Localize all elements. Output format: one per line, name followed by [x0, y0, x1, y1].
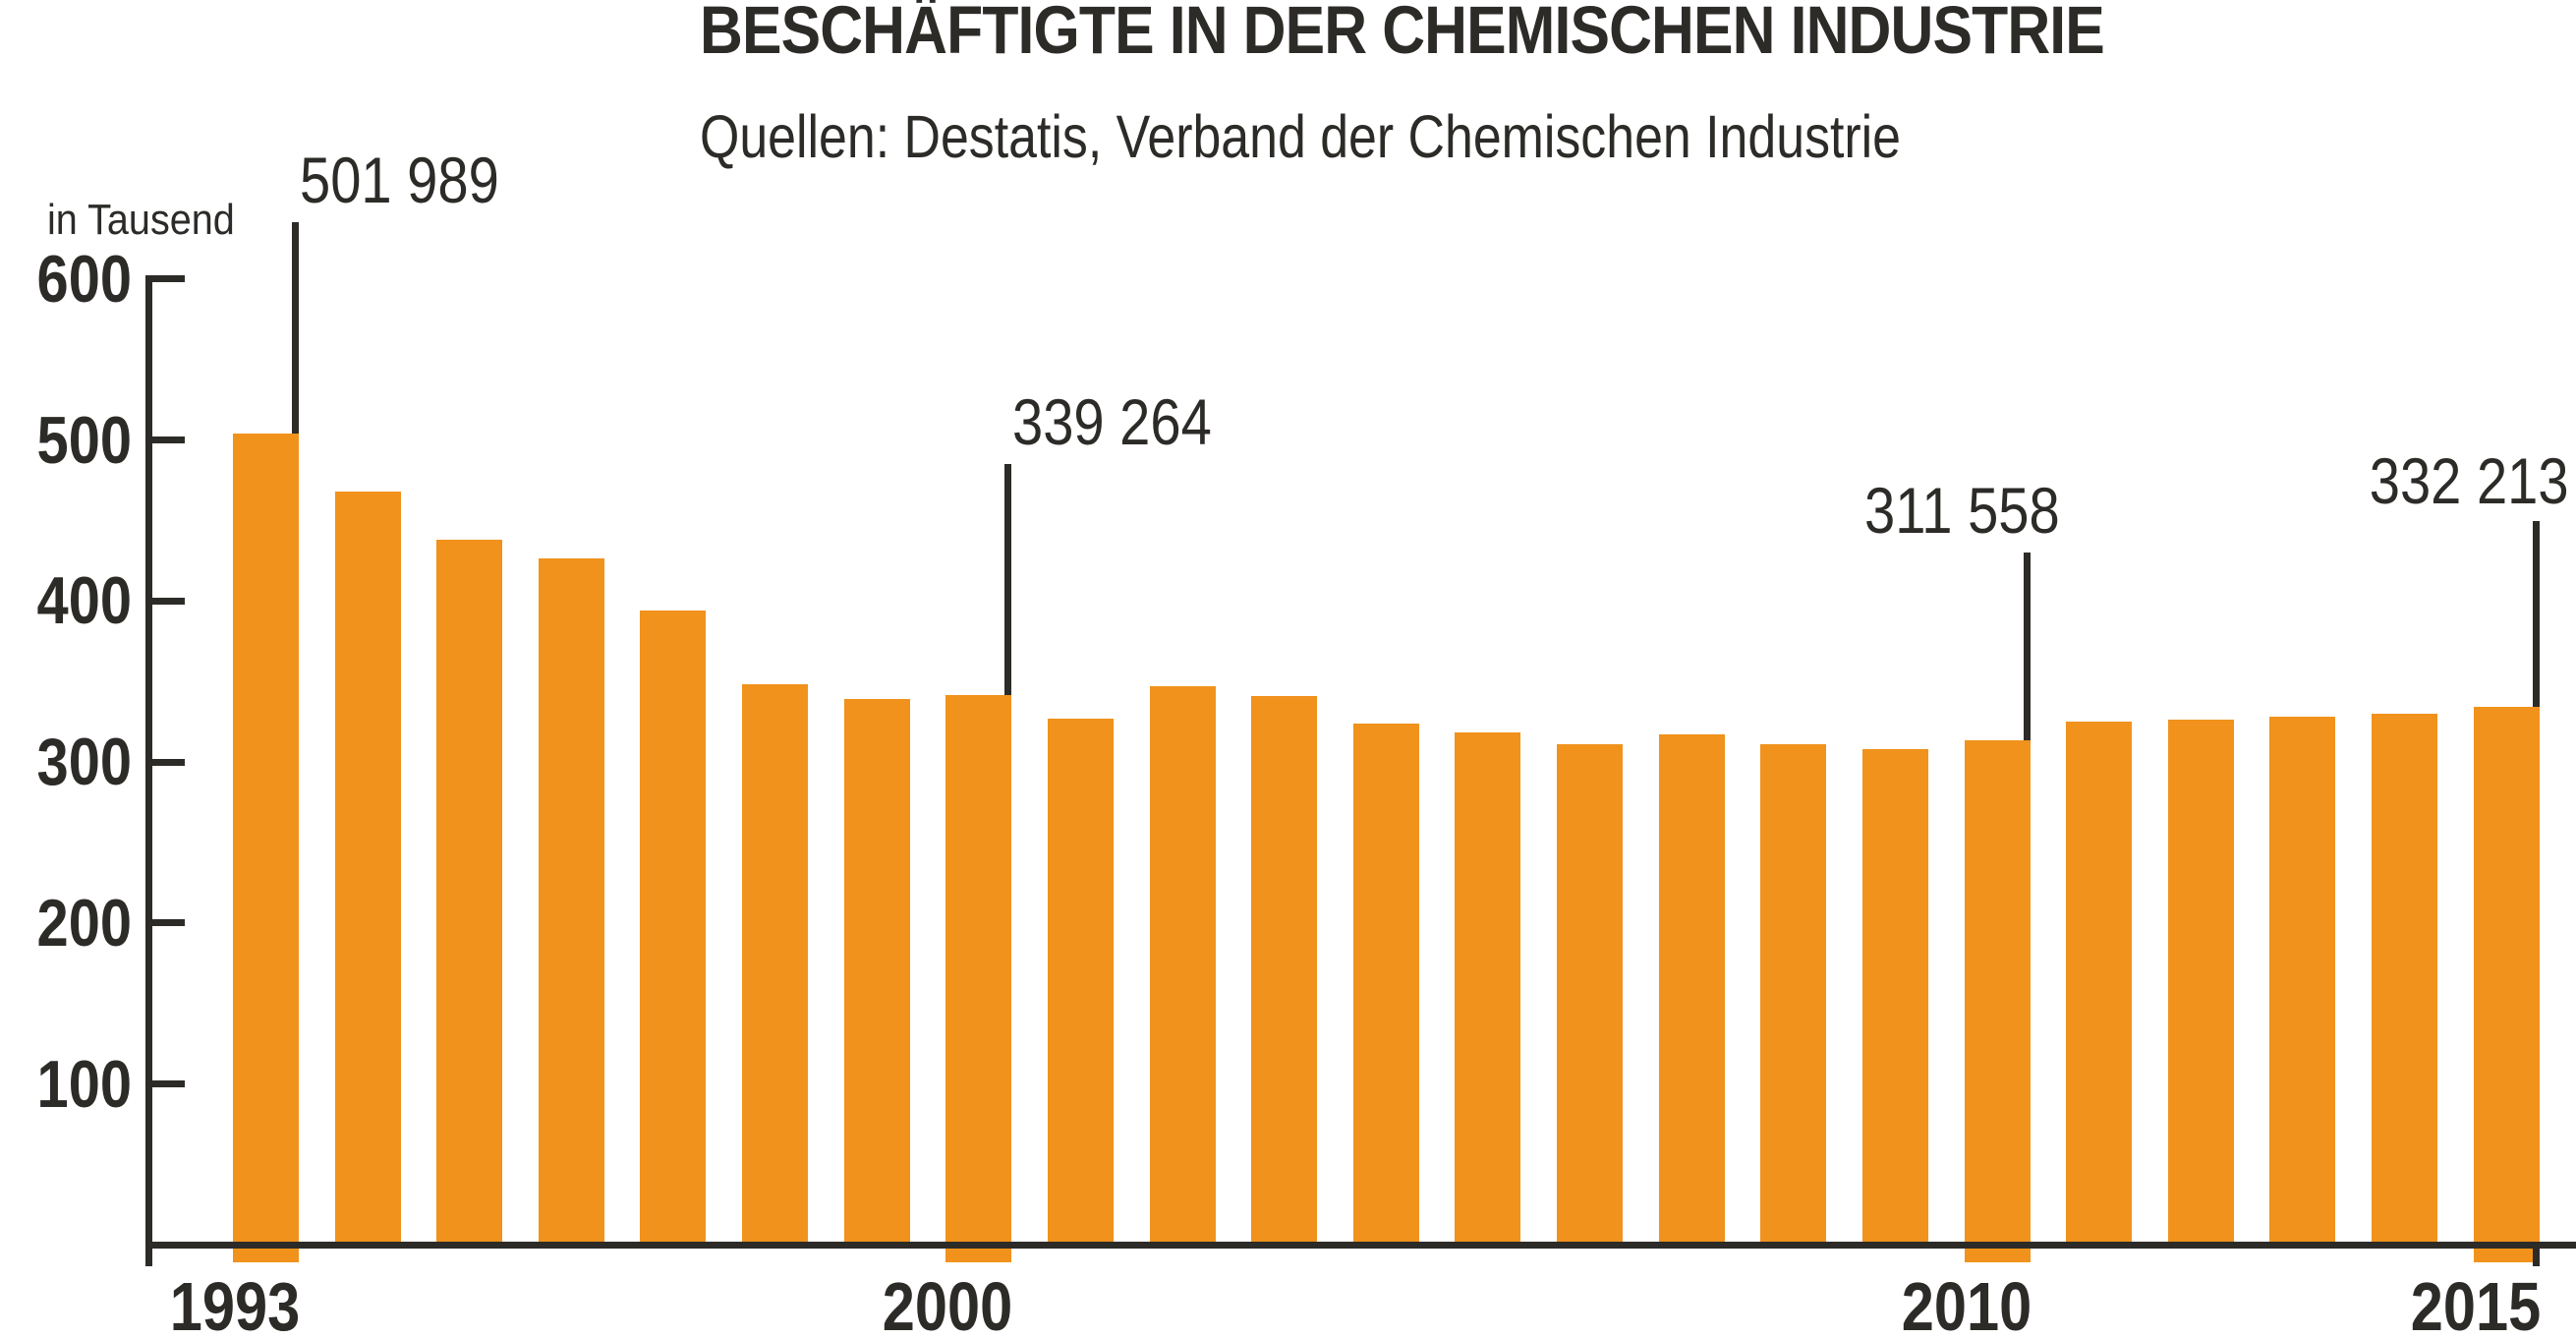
bar-2009 — [1861, 748, 1928, 1242]
bar-1997 — [640, 610, 707, 1242]
chart-source: Quellen: Destatis, Verband der Chemische… — [700, 103, 1902, 170]
x-axis-left-end-tick — [145, 1242, 152, 1266]
x-axis-label-2010: 2010 — [1901, 1268, 2032, 1339]
y-axis-unit-label: in Tausend — [47, 196, 235, 244]
x-axis-line — [145, 1242, 2576, 1249]
x-axis-label-1993: 1993 — [169, 1268, 301, 1339]
bar-2004 — [1352, 723, 1419, 1242]
y-axis-label-400: 400 — [36, 563, 132, 639]
annotation-value-2010: 311 558 — [1863, 474, 2060, 547]
chart-title: BESCHÄFTIGTE IN DER CHEMISCHEN INDUSTRIE — [700, 0, 2105, 68]
bar-1994 — [334, 491, 401, 1242]
bar-2010 — [1964, 739, 2031, 1262]
bar-2002 — [1149, 685, 1216, 1242]
annotation-value-2015: 332 213 — [2369, 444, 2569, 517]
bar-2015 — [2473, 706, 2540, 1262]
annotation-line-2000 — [1004, 464, 1012, 696]
y-axis-label-500: 500 — [36, 402, 132, 478]
y-axis-tick-500 — [145, 437, 185, 443]
bar-2014 — [2372, 713, 2438, 1242]
y-axis-tick-100 — [145, 1080, 185, 1088]
bar-2007 — [1658, 734, 1725, 1242]
bar-2008 — [1760, 743, 1827, 1242]
x-axis-label-2000: 2000 — [883, 1268, 1013, 1339]
y-axis-tick-200 — [145, 919, 185, 927]
bar-1993 — [233, 433, 299, 1262]
bar-2013 — [2269, 717, 2336, 1242]
y-axis-label-100: 100 — [36, 1046, 132, 1122]
y-axis-tick-400 — [145, 597, 185, 605]
annotation-line-1993 — [292, 222, 299, 434]
bar-2006 — [1557, 743, 1624, 1242]
bar-2000 — [945, 695, 1012, 1262]
y-axis-label-300: 300 — [36, 725, 132, 800]
annotation-value-2000: 339 264 — [1012, 385, 1213, 458]
bar-2012 — [2167, 720, 2234, 1242]
x-axis-right-end-tick — [2533, 1242, 2540, 1266]
bar-2003 — [1251, 695, 1318, 1242]
bar-2011 — [2066, 721, 2133, 1242]
bar-1996 — [538, 558, 604, 1242]
y-axis-tick-300 — [145, 758, 185, 766]
y-axis-label-200: 200 — [36, 885, 132, 961]
annotation-line-2010 — [2023, 553, 2031, 740]
y-axis-label-600: 600 — [36, 241, 132, 317]
bar-2001 — [1047, 718, 1114, 1242]
annotation-value-1993: 501 989 — [300, 144, 499, 216]
bar-1998 — [742, 684, 809, 1242]
bar-1995 — [436, 539, 503, 1242]
bar-2005 — [1455, 732, 1521, 1242]
annotation-line-2015 — [2532, 521, 2540, 707]
x-axis-label-2015: 2015 — [2410, 1268, 2541, 1339]
y-axis-tick-600 — [145, 275, 185, 283]
bar-1999 — [843, 698, 910, 1242]
